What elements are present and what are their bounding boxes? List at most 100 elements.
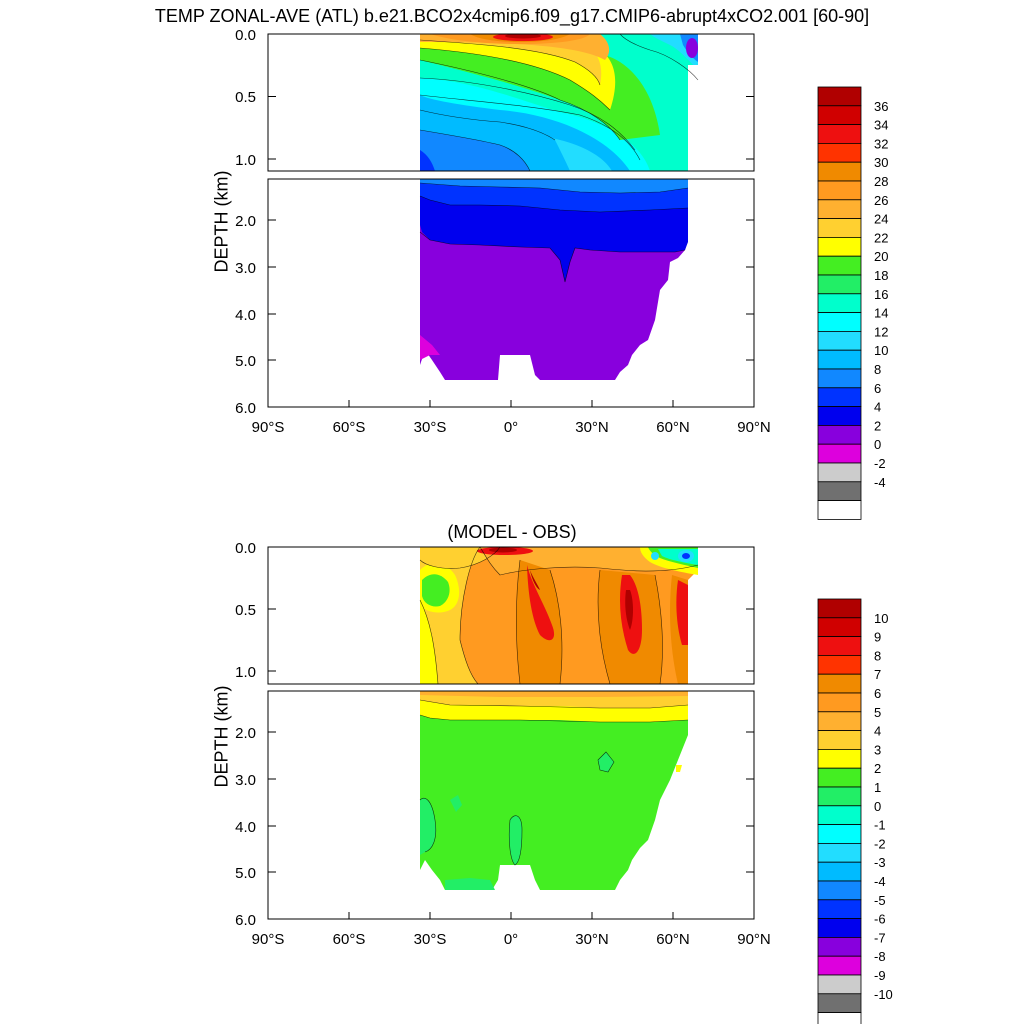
colorbar-swatch <box>817 692 862 713</box>
bottom-ytick-label: 0.0 <box>235 540 256 557</box>
colorbar-label: 2 <box>874 761 881 776</box>
colorbar-label: 8 <box>874 648 881 663</box>
top-xtick-label: 0° <box>504 419 518 436</box>
bottom-xtick-label: 60°S <box>333 931 366 948</box>
colorbar-swatch <box>817 861 862 882</box>
colorbar-label: 12 <box>874 324 888 339</box>
colorbar-swatch <box>817 161 862 182</box>
colorbar-swatch <box>817 349 862 370</box>
top-ytick-label: 0.5 <box>235 89 256 106</box>
colorbar-swatch <box>817 937 862 957</box>
colorbar-swatch <box>817 481 862 501</box>
colorbar-swatch <box>817 974 862 995</box>
colorbar-swatch <box>817 105 862 126</box>
top-ytick-label: 2.0 <box>235 213 256 230</box>
top-xtick-label: 60°S <box>333 419 366 436</box>
colorbar-swatch <box>817 617 862 637</box>
colorbar-label: -10 <box>874 987 893 1002</box>
top-ytick-label: 0.0 <box>235 27 256 44</box>
bottom-ytick-label: 3.0 <box>235 772 256 789</box>
colorbar-label: 10 <box>874 611 888 626</box>
colorbar-swatch <box>817 786 862 807</box>
colorbar-swatch <box>817 805 862 825</box>
colorbar-swatch <box>817 730 862 750</box>
colorbar-swatch <box>817 711 862 731</box>
bottom-xtick-label: 90°N <box>737 931 771 948</box>
colorbar-swatch <box>817 843 862 863</box>
colorbar-label: 14 <box>874 306 888 321</box>
colorbar-label: 5 <box>874 705 881 720</box>
colorbar-label: -2 <box>874 836 886 851</box>
top-upper-frame <box>267 33 755 172</box>
colorbar-label: -5 <box>874 893 886 908</box>
colorbar-label: -9 <box>874 968 886 983</box>
colorbar-swatch <box>817 749 862 769</box>
top-xtick-label: 90°N <box>737 419 771 436</box>
figure-title: TEMP ZONAL-AVE (ATL) b.e21.BCO2x4cmip6.f… <box>154 6 870 26</box>
colorbar-swatch <box>817 218 862 238</box>
colorbar-swatch <box>817 293 862 313</box>
colorbar-label: -2 <box>874 456 886 471</box>
colorbar-label: 3 <box>874 742 881 757</box>
colorbar-label: 0 <box>874 799 881 814</box>
colorbar-swatch <box>817 462 862 483</box>
colorbar-swatch <box>817 142 862 163</box>
colorbar-swatch <box>817 330 862 351</box>
bottom-lower-field <box>419 691 689 890</box>
top-upper-field <box>419 34 699 171</box>
top-xtick-label: 90°S <box>252 419 285 436</box>
colorbar-swatch <box>817 824 862 844</box>
bottom-ytick-label: 1.0 <box>235 664 256 681</box>
colorbar-label: 26 <box>874 193 888 208</box>
colorbar-label: -6 <box>874 912 886 927</box>
colorbar-swatch <box>817 636 862 656</box>
top-ytick-label: 3.0 <box>235 260 256 277</box>
colorbar-label: 6 <box>874 381 881 396</box>
colorbar-swatch <box>817 899 862 919</box>
colorbar-label: 6 <box>874 686 881 701</box>
colorbar-label: 1 <box>874 780 881 795</box>
colorbar-swatch <box>817 86 862 107</box>
colorbar-label: 30 <box>874 155 888 170</box>
colorbar-label: 36 <box>874 99 888 114</box>
colorbar-swatch <box>817 598 862 619</box>
top-ytick-label: 1.0 <box>235 152 256 169</box>
colorbar-swatch <box>817 918 862 938</box>
colorbar-label: 28 <box>874 174 888 189</box>
colorbar-label: 9 <box>874 630 881 645</box>
bottom-ytick-label: 2.0 <box>235 725 256 742</box>
top-panel: 0.0 0.5 1.0 2.0 3.0 4.0 5.0 6.0 90°S 60°… <box>235 27 888 520</box>
top-xtick-label: 30°N <box>575 419 609 436</box>
colorbar-label: 18 <box>874 268 888 283</box>
bottom-panel-title: (MODEL - OBS) <box>447 522 577 542</box>
colorbar-swatch <box>817 312 862 332</box>
top-ytick-label: 6.0 <box>235 400 256 417</box>
colorbar-label: -4 <box>874 475 886 490</box>
colorbar-swatch <box>817 255 862 276</box>
colorbar-swatch <box>817 955 862 976</box>
colorbar-label: 2 <box>874 418 881 433</box>
bottom-xtick-label: 30°S <box>414 931 447 948</box>
colorbar-swatch <box>817 673 862 694</box>
bottom-ytick-label: 4.0 <box>235 819 256 836</box>
colorbar-label: 16 <box>874 287 888 302</box>
colorbar-swatch <box>817 993 862 1013</box>
bottom-ytick-label: 6.0 <box>235 912 256 929</box>
bottom-upper-field <box>419 547 699 684</box>
colorbar-swatch <box>817 880 862 901</box>
top-lower-field <box>419 179 689 380</box>
colorbar-swatch <box>817 368 862 389</box>
colorbar-label: 0 <box>874 437 881 452</box>
colorbar-label: 24 <box>874 212 888 227</box>
colorbar-label: -4 <box>874 874 886 889</box>
colorbar-swatch <box>817 443 862 464</box>
colorbar-swatch <box>817 406 862 426</box>
colorbar-label: 8 <box>874 362 881 377</box>
bottom-ytick-label: 5.0 <box>235 865 256 882</box>
colorbar-swatch <box>817 124 862 144</box>
colorbar-label: 20 <box>874 249 888 264</box>
colorbar-label: 4 <box>874 724 881 739</box>
colorbar-label: -7 <box>874 930 886 945</box>
